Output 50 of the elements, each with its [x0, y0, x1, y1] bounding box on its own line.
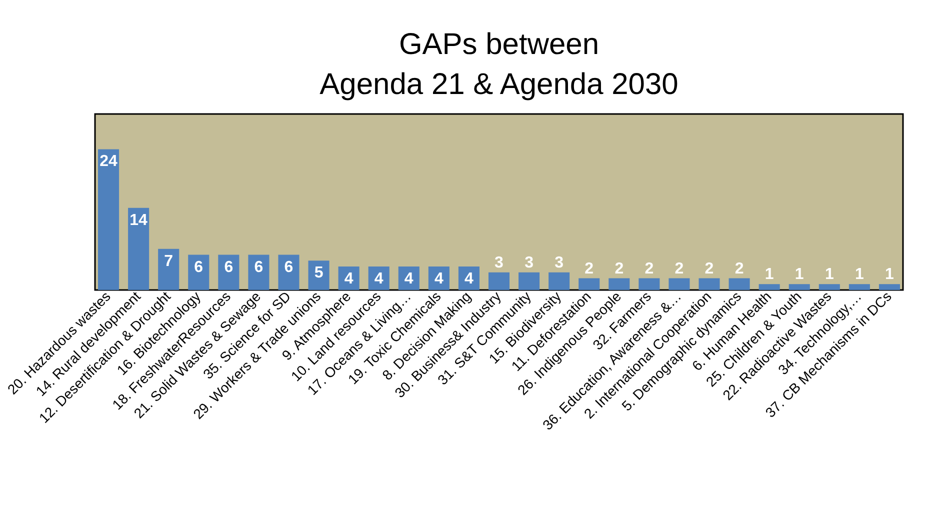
bar [608, 278, 630, 290]
bar [218, 254, 240, 290]
bar [278, 254, 300, 290]
data-label: 3 [524, 254, 534, 272]
data-label: 1 [854, 266, 864, 284]
data-label: 5 [314, 264, 324, 282]
bar [578, 278, 600, 290]
data-label: 1 [764, 266, 774, 284]
bar [848, 284, 870, 290]
data-label: 2 [734, 260, 744, 278]
bar [98, 149, 120, 290]
bar [158, 248, 180, 290]
bar [308, 260, 330, 290]
bar [548, 272, 570, 290]
data-label: 3 [554, 254, 564, 272]
bar [698, 278, 720, 290]
bar [488, 272, 510, 290]
data-label: 4 [374, 270, 384, 288]
data-label: 24 [100, 153, 118, 170]
bar [728, 278, 750, 290]
data-label: 1 [824, 266, 834, 284]
data-label: 2 [584, 260, 594, 278]
data-label: 4 [404, 270, 414, 288]
bar [518, 272, 540, 290]
data-label: 1 [885, 266, 894, 284]
bar [788, 284, 810, 290]
bar [248, 254, 270, 290]
bar [128, 208, 150, 290]
data-label: 6 [194, 258, 204, 276]
data-label: 2 [674, 260, 684, 278]
data-label: 3 [494, 254, 504, 272]
data-label: 14 [130, 212, 148, 229]
bar [638, 278, 660, 290]
data-label: 6 [224, 258, 234, 276]
data-label: 6 [254, 258, 264, 276]
data-label: 6 [284, 258, 294, 276]
data-label: 2 [644, 260, 654, 278]
bar [668, 278, 690, 290]
data-label: 2 [614, 260, 624, 278]
bar [188, 254, 210, 290]
bar [758, 284, 780, 290]
chart-title: GAPs between Agenda 21 & Agenda 2030 [320, 28, 678, 101]
data-label: 7 [164, 252, 174, 270]
data-label: 4 [434, 270, 444, 288]
data-label: 1 [794, 266, 804, 284]
bar [818, 284, 840, 290]
data-label: 2 [704, 260, 714, 278]
data-label: 4 [464, 270, 474, 288]
bar [878, 284, 900, 290]
data-label: 4 [344, 270, 354, 288]
